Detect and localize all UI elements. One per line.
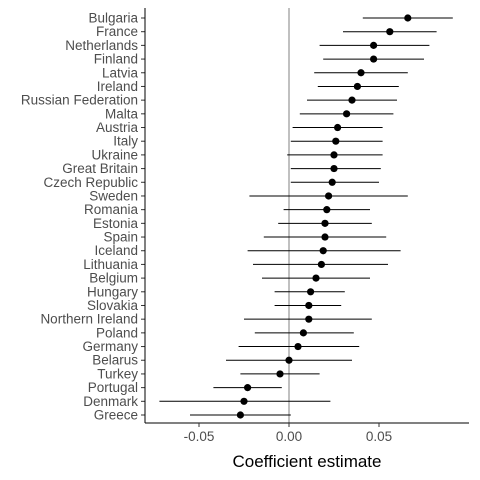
point-austria [334,124,341,131]
category-label-greece: Greece [94,408,138,423]
x-tick-label: -0.05 [184,429,215,444]
point-estonia [321,220,328,227]
point-france [386,28,393,35]
point-netherlands [370,42,377,49]
errorbar-layer [159,18,452,415]
point-ireland [354,83,361,90]
category-label-layer: BulgariaFranceNetherlandsFinlandLatviaIr… [21,11,139,423]
point-poland [300,329,307,336]
point-italy [332,138,339,145]
point-northern-ireland [305,316,312,323]
point-belarus [285,357,292,364]
point-iceland [320,247,327,254]
x-axis-title: Coefficient estimate [233,452,382,471]
point-lithuania [318,261,325,268]
point-germany [294,343,301,350]
point-turkey [276,370,283,377]
point-romania [323,206,330,213]
x-tick-label: 0.05 [366,429,392,444]
point-portugal [244,384,251,391]
point-belgium [312,275,319,282]
point-czech-republic [329,179,336,186]
point-great-britain [330,165,337,172]
point-spain [321,233,328,240]
point-finland [370,55,377,62]
point-russian-federation [348,97,355,104]
point-sweden [325,192,332,199]
point-slovakia [305,302,312,309]
x-tick-label: 0.00 [276,429,302,444]
point-layer [237,14,412,418]
axes-layer: -0.05 0.00 0.05 [141,8,469,444]
point-malta [343,110,350,117]
point-latvia [357,69,364,76]
point-denmark [240,398,247,405]
point-bulgaria [404,14,411,21]
point-greece [237,411,244,418]
point-hungary [307,288,314,295]
point-ukraine [330,151,337,158]
